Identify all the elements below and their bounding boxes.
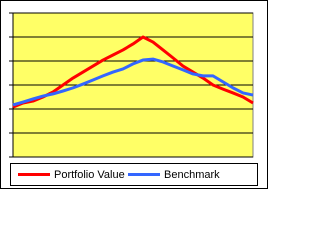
series-line xyxy=(12,35,254,109)
legend-label: Benchmark xyxy=(164,169,220,181)
chart: Portfolio Value Benchmark xyxy=(0,0,268,189)
series-line xyxy=(12,57,254,107)
legend-label: Portfolio Value xyxy=(54,169,125,181)
